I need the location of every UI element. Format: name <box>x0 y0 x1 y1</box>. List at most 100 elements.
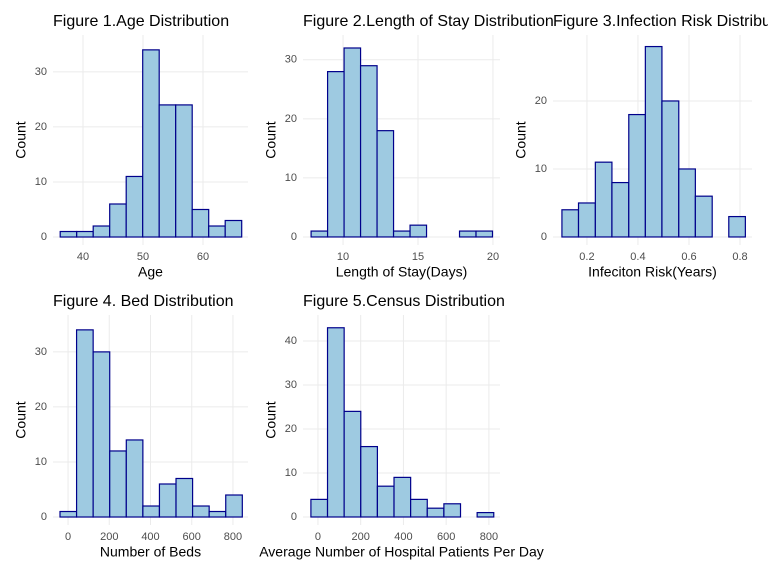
x-tick-label: 800 <box>480 531 498 543</box>
bar <box>359 65 378 238</box>
chart-title: Figure 3.Infection Risk Distribution <box>553 13 768 30</box>
y-tick-label: 10 <box>285 467 297 479</box>
x-tick-label: 50 <box>137 251 149 263</box>
x-tick-label: 0 <box>65 531 71 543</box>
bar <box>326 71 345 238</box>
bar <box>458 230 477 238</box>
y-tick-label: 20 <box>285 113 297 125</box>
bar <box>728 215 746 238</box>
x-axis-title: Age <box>138 264 163 280</box>
y-axis-title: Count <box>263 121 279 158</box>
chart-title: Figure 5.Census Distribution <box>303 293 505 310</box>
bar <box>224 219 243 238</box>
bar <box>326 327 345 518</box>
bar <box>376 485 395 518</box>
y-tick-label: 20 <box>285 423 297 435</box>
y-tick-label: 0 <box>541 231 547 243</box>
bar <box>343 47 362 238</box>
bar <box>142 49 160 238</box>
x-tick-label: 400 <box>394 531 412 543</box>
x-tick-label: 0.8 <box>732 251 747 263</box>
bar <box>426 507 445 518</box>
bar <box>175 104 193 238</box>
bar <box>208 510 227 518</box>
bar <box>125 439 144 518</box>
bar <box>475 230 494 238</box>
y-tick-label: 0 <box>41 511 47 523</box>
bar <box>443 503 462 518</box>
x-tick-label: 10 <box>337 251 349 263</box>
x-tick-label: 0 <box>315 531 321 543</box>
y-tick-label: 30 <box>285 379 297 391</box>
bar <box>376 130 395 238</box>
y-tick-label: 40 <box>285 335 297 347</box>
bar <box>109 203 127 238</box>
bar <box>191 208 210 238</box>
y-axis-title: Count <box>13 401 29 438</box>
chart-title: Figure 1.Age Distribution <box>53 13 229 30</box>
bar <box>92 351 111 518</box>
bar <box>225 494 243 518</box>
bar <box>393 476 412 518</box>
y-tick-label: 30 <box>285 54 297 66</box>
x-tick-label: 200 <box>100 531 118 543</box>
bar <box>360 445 378 518</box>
y-tick-label: 0 <box>291 231 297 243</box>
bar <box>410 498 428 518</box>
bar <box>75 329 94 518</box>
bar <box>611 181 630 238</box>
x-axis-title: Infeciton Risk(Years) <box>588 264 717 280</box>
x-tick-label: 15 <box>412 251 424 263</box>
bar <box>142 505 161 518</box>
bar <box>310 230 329 238</box>
x-tick-label: 600 <box>183 531 201 543</box>
bar <box>628 113 646 238</box>
x-tick-label: 0.6 <box>681 251 696 263</box>
bar <box>158 483 177 518</box>
y-tick-label: 10 <box>35 456 47 468</box>
y-axis-title: Count <box>13 121 29 158</box>
y-tick-label: 0 <box>41 231 47 243</box>
bar <box>191 505 210 518</box>
x-axis-title: Length of Stay(Days) <box>336 264 468 280</box>
x-tick-label: 40 <box>77 251 89 263</box>
x-tick-label: 400 <box>141 531 159 543</box>
bar <box>678 168 696 238</box>
y-tick-label: 0 <box>291 511 297 523</box>
bar <box>125 175 144 238</box>
y-tick-label: 30 <box>35 346 47 358</box>
bar <box>59 510 78 518</box>
bar <box>343 410 362 518</box>
bar <box>310 498 329 518</box>
bar <box>694 195 713 238</box>
bar <box>476 511 495 518</box>
chart-title: Figure 4. Bed Distribution <box>53 293 234 310</box>
y-axis-title: Count <box>263 401 279 438</box>
x-axis-title: Average Number of Hospital Patients Per … <box>259 544 544 560</box>
bar <box>59 230 78 238</box>
y-axis-title: Count <box>513 121 529 158</box>
chart-title: Figure 2.Length of Stay Distribution <box>303 13 554 30</box>
x-tick-label: 200 <box>352 531 370 543</box>
bar <box>92 225 111 238</box>
bar <box>561 209 580 238</box>
bar <box>208 225 226 238</box>
bar <box>661 100 680 238</box>
bar <box>577 202 596 238</box>
x-tick-label: 20 <box>487 251 499 263</box>
bar <box>644 45 663 238</box>
bar <box>76 230 94 238</box>
y-tick-label: 20 <box>35 121 47 133</box>
x-tick-label: 0.4 <box>630 251 645 263</box>
x-tick-label: 600 <box>437 531 455 543</box>
x-tick-label: 60 <box>197 251 209 263</box>
y-tick-label: 10 <box>535 163 547 175</box>
bar <box>158 104 177 238</box>
bar <box>175 477 194 518</box>
x-tick-label: 0.2 <box>579 251 594 263</box>
x-tick-label: 800 <box>224 531 242 543</box>
y-tick-label: 10 <box>35 176 47 188</box>
y-tick-label: 20 <box>535 95 547 107</box>
y-tick-label: 20 <box>35 401 47 413</box>
